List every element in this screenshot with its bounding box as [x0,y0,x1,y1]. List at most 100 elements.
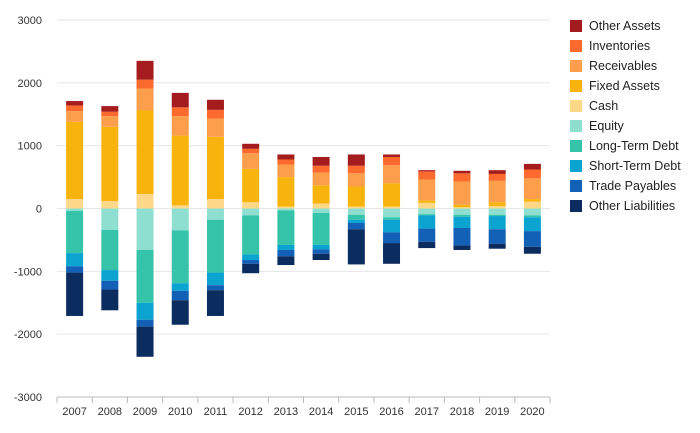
legend-swatch [570,160,582,172]
bar-segment-receivables [277,164,295,178]
bar-segment-short-term-debt [453,216,471,228]
legend-item: Receivables [570,56,681,76]
bar-segment-receivables [488,180,506,203]
bar-segment-other-liabilities [136,326,154,357]
bar-segment-short-term-debt [66,253,84,267]
legend-label: Cash [589,99,619,113]
bar-segment-trade-payables [242,260,260,264]
bar-segment-inventories [171,107,189,117]
bar-segment-other-assets [347,154,365,166]
bar-segment-other-assets [277,154,295,160]
bar-segment-fixed-assets [136,110,154,195]
bar-segment-receivables [383,165,401,184]
bar-segment-inventories [383,156,401,166]
bar-segment-equity [383,208,401,218]
bar-segment-fixed-assets [418,200,436,203]
y-tick-label: 0 [36,204,42,216]
bar-segment-other-assets [171,92,189,108]
bar-segment-other-liabilities [453,245,471,250]
bar-segment-long-term-debt [312,212,330,245]
bar-segment-fixed-assets [101,126,119,201]
y-axis: -3000 -2000 -1000 0 1000 2000 3000 [14,15,42,404]
bar-segment-other-assets [312,156,330,166]
bar-segment-cash [418,202,436,209]
bar-segment-cash [523,201,541,209]
legend-label: Equity [589,119,624,133]
bar-segment-fixed-assets [488,202,506,206]
bar-segment-equity [418,208,436,215]
bar-segment-long-term-debt [66,211,84,254]
bar-segment-long-term-debt [277,210,295,245]
bar-segment-other-liabilities [383,243,401,264]
bar-segment-short-term-debt [136,302,154,320]
bar-segment-other-assets [488,170,506,174]
x-tick-label: 2007 [62,406,86,418]
x-tick-label: 2019 [485,406,509,418]
legend-label: Long-Term Debt [589,139,679,153]
bar-segment-short-term-debt [206,272,224,286]
bar-segment-fixed-assets [347,186,365,207]
legend-swatch [570,40,582,52]
legend: Other Assets Inventories Receivables Fixed … [570,16,681,216]
legend-item: Other Liabilities [570,196,681,216]
bar-segment-inventories [206,109,224,119]
bar-segment-long-term-debt [418,214,436,216]
bar-segment-fixed-assets [383,183,401,207]
bar-segment-receivables [347,173,365,187]
bar-segment-other-liabilities [66,272,84,316]
bar-segment-fixed-assets [312,185,330,204]
bar-segment-long-term-debt [347,214,365,220]
bar-segment-other-liabilities [171,300,189,325]
bar-segment-long-term-debt [383,217,401,220]
bar-segment-trade-payables [347,222,365,230]
bar-segment-other-liabilities [523,246,541,254]
legend-label: Receivables [589,59,658,73]
bar-segment-cash [453,207,471,209]
bar-segment-inventories [347,165,365,174]
bar-segment-fixed-assets [206,136,224,200]
bar-segment-long-term-debt [101,229,119,271]
bar-segment-long-term-debt [523,215,541,218]
legend-label: Other Assets [589,19,661,33]
bar-segment-other-liabilities [312,253,330,261]
bar-segment-short-term-debt [101,270,119,281]
x-tick-label: 2020 [520,406,544,418]
bar-segment-receivables [136,88,154,111]
x-tick-label: 2016 [379,406,403,418]
legend-swatch [570,120,582,132]
bar-segment-equity [453,208,471,215]
bar-segment-trade-payables [523,231,541,247]
bar-segment-inventories [523,169,541,179]
y-tick-label: 3000 [18,15,42,27]
bar-segment-other-liabilities [206,290,224,316]
legend-swatch [570,180,582,192]
bar-segment-fixed-assets [523,199,541,202]
bar-segment-trade-payables [312,249,330,254]
legend-item: Other Assets [570,16,681,36]
bar-segment-long-term-debt [453,214,471,217]
bar-segment-inventories [242,148,260,154]
x-tick-label: 2011 [204,406,228,418]
bar-segment-other-assets [383,154,401,157]
bar-segment-short-term-debt [277,244,295,250]
bar-segment-long-term-debt [206,219,224,273]
bar-segment-trade-payables [101,280,119,290]
bar-segment-trade-payables [136,319,154,327]
bar-segment-inventories [277,159,295,165]
bar-segment-cash [383,206,401,209]
bar-segment-inventories [453,173,471,182]
legend-swatch [570,80,582,92]
bar-segment-short-term-debt [347,219,365,223]
bar-segment-equity [347,208,365,215]
bar-segment-cash [277,206,295,209]
bar-segment-equity [136,208,154,250]
x-tick-label: 2017 [415,406,439,418]
bar-segment-trade-payables [277,249,295,257]
bar-segment-receivables [206,118,224,137]
bar-segment-other-assets [453,170,471,174]
gridlines [57,19,550,398]
bar-segment-long-term-debt [136,249,154,303]
bar-segment-equity [171,208,189,231]
bar-segment-fixed-assets [66,121,84,200]
